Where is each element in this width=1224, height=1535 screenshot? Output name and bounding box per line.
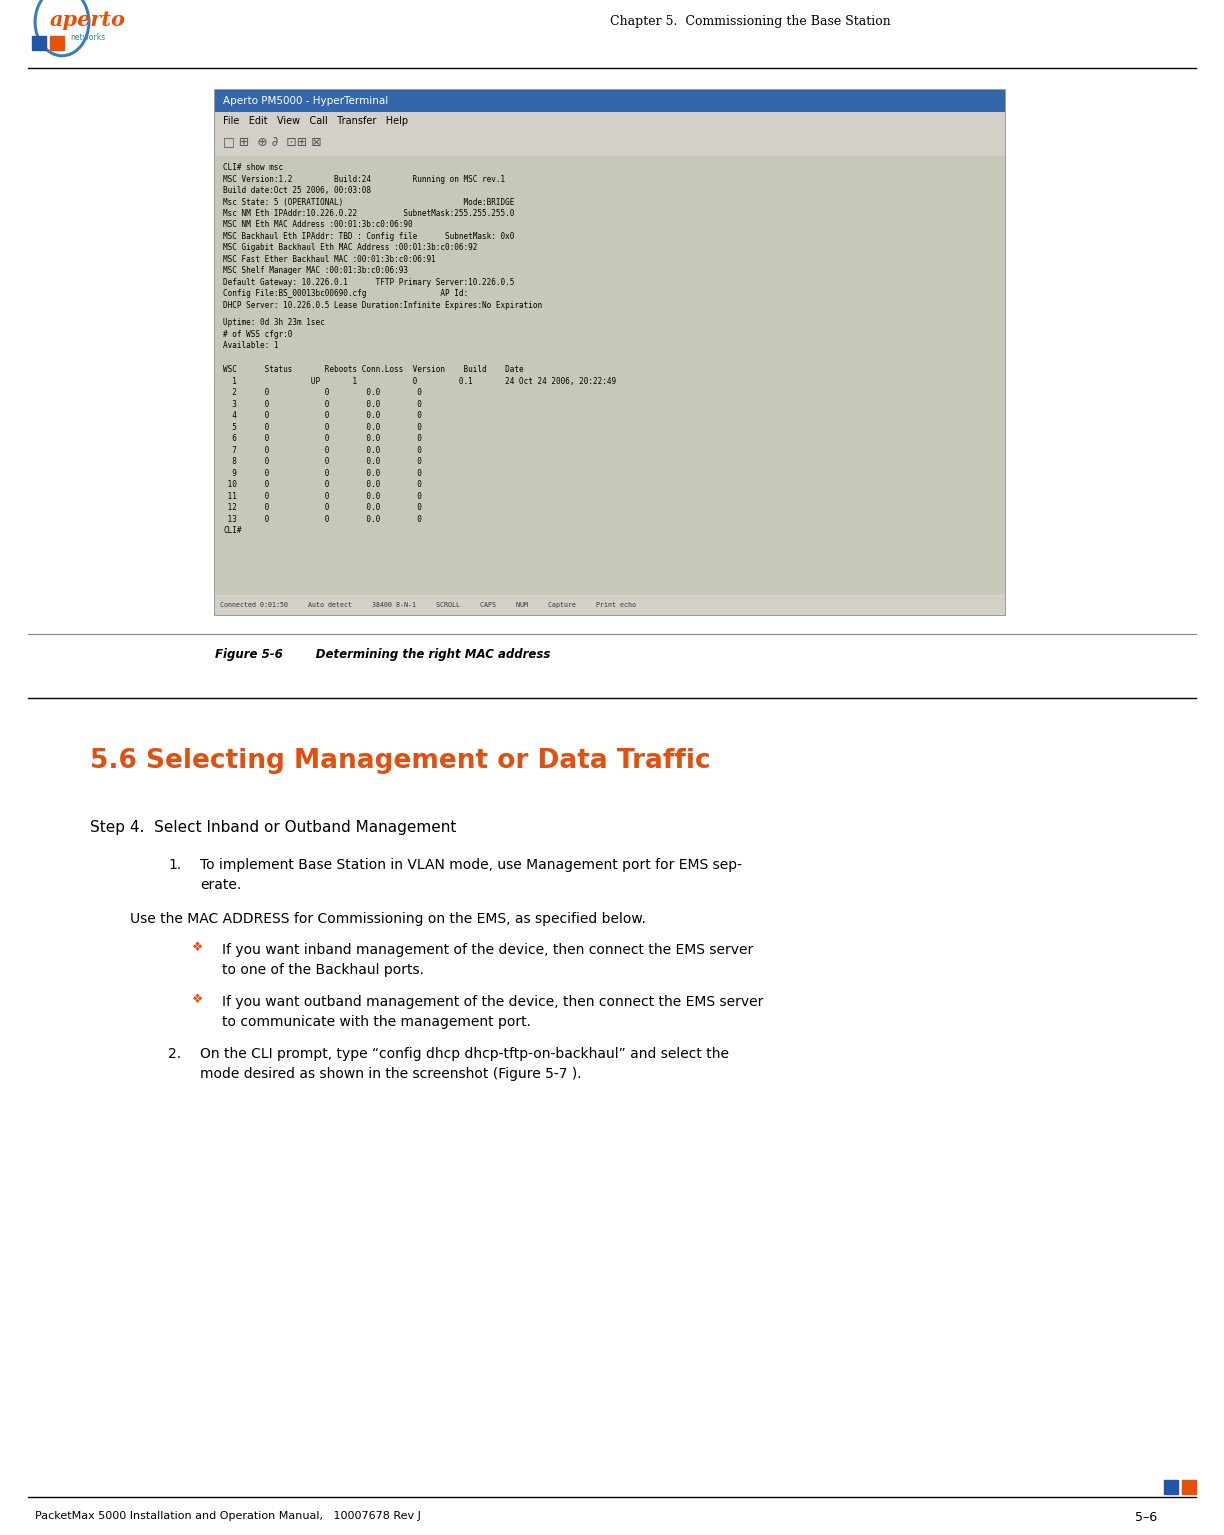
Text: 5–6: 5–6 (1135, 1510, 1157, 1524)
Text: 13      0            0        0.0        0: 13 0 0 0.0 0 (223, 516, 422, 523)
Text: CLI#: CLI# (223, 527, 241, 536)
Text: To implement Base Station in VLAN mode, use Management port for EMS sep-: To implement Base Station in VLAN mode, … (200, 858, 742, 872)
Text: 9      0            0        0.0        0: 9 0 0 0.0 0 (223, 470, 422, 477)
Text: networks: networks (70, 34, 105, 43)
Text: 2.: 2. (168, 1047, 181, 1061)
Text: Build date:Oct 25 2006, 00:03:08: Build date:Oct 25 2006, 00:03:08 (223, 186, 371, 195)
Bar (215, 596, 1005, 616)
Text: 5.6 Selecting Management or Data Traffic: 5.6 Selecting Management or Data Traffic (91, 748, 711, 774)
Bar (1182, 1480, 1196, 1494)
Bar (215, 91, 1005, 112)
Text: MSC Gigabit Backhaul Eth MAC Address :00:01:3b:c0:06:92: MSC Gigabit Backhaul Eth MAC Address :00… (223, 244, 477, 252)
Text: 2      0            0        0.0        0: 2 0 0 0.0 0 (223, 388, 422, 398)
Text: ❖: ❖ (192, 993, 203, 1005)
Text: 1.: 1. (168, 858, 181, 872)
Text: Step 4.  Select Inband or Outband Management: Step 4. Select Inband or Outband Managem… (91, 820, 457, 835)
Text: mode desired as shown in the screenshot (Figure 5-7 ).: mode desired as shown in the screenshot … (200, 1067, 581, 1081)
Text: 11      0            0        0.0        0: 11 0 0 0.0 0 (223, 493, 422, 500)
Bar (215, 157, 1005, 596)
Text: PacketMax 5000 Installation and Operation Manual,   10007678 Rev J: PacketMax 5000 Installation and Operatio… (35, 1510, 421, 1521)
Bar (32, 35, 47, 51)
Text: Connected 0:01:50     Auto detect     38400 8-N-1     SCROLL     CAPS     NUM   : Connected 0:01:50 Auto detect 38400 8-N-… (220, 602, 636, 608)
Text: CLI# show msc: CLI# show msc (223, 163, 283, 172)
Text: 8      0            0        0.0        0: 8 0 0 0.0 0 (223, 457, 422, 467)
Text: to communicate with the management port.: to communicate with the management port. (222, 1015, 531, 1028)
Text: Use the MAC ADDRESS for Commissioning on the EMS, as specified below.: Use the MAC ADDRESS for Commissioning on… (130, 912, 646, 926)
Text: aperto: aperto (50, 11, 126, 31)
Bar (215, 91, 1005, 616)
Text: 6      0            0        0.0        0: 6 0 0 0.0 0 (223, 434, 422, 444)
Text: DHCP Server: 10.226.0.5 Lease Duration:Infinite Expires:No Expiration: DHCP Server: 10.226.0.5 Lease Duration:I… (223, 301, 542, 310)
Text: erate.: erate. (200, 878, 241, 892)
Text: Aperto PM5000 - HyperTerminal: Aperto PM5000 - HyperTerminal (223, 97, 388, 106)
Text: 5      0            0        0.0        0: 5 0 0 0.0 0 (223, 424, 422, 431)
Bar (50, 35, 64, 51)
Text: 1                UP       1            0         0.1       24 Oct 24 2006, 20:22: 1 UP 1 0 0.1 24 Oct 24 2006, 20:22 (223, 378, 616, 385)
Text: □ ⊞  ⊕ ∂  ⊡⊞ ⊠: □ ⊞ ⊕ ∂ ⊡⊞ ⊠ (223, 137, 322, 149)
Text: MSC Version:1.2         Build:24         Running on MSC rev.1: MSC Version:1.2 Build:24 Running on MSC … (223, 175, 506, 184)
Text: On the CLI prompt, type “config dhcp dhcp-tftp-on-backhaul” and select the: On the CLI prompt, type “config dhcp dhc… (200, 1047, 730, 1061)
Text: Config File:BS_00013bc00690.cfg                AP Id:: Config File:BS_00013bc00690.cfg AP Id: (223, 290, 468, 298)
Text: If you want outband management of the device, then connect the EMS server: If you want outband management of the de… (222, 995, 764, 1008)
Bar (215, 112, 1005, 130)
Text: MSC Fast Ether Backhaul MAC :00:01:3b:c0:06:91: MSC Fast Ether Backhaul MAC :00:01:3b:c0… (223, 255, 436, 264)
Text: 10      0            0        0.0        0: 10 0 0 0.0 0 (223, 480, 422, 490)
Text: Default Gateway: 10.226.0.1      TFTP Primary Server:10.226.0.5: Default Gateway: 10.226.0.1 TFTP Primary… (223, 278, 514, 287)
Text: Figure 5-6        Determining the right MAC address: Figure 5-6 Determining the right MAC add… (215, 648, 551, 662)
Bar (1164, 1480, 1177, 1494)
Text: to one of the Backhaul ports.: to one of the Backhaul ports. (222, 962, 424, 976)
Text: # of WSS cfgr:0: # of WSS cfgr:0 (223, 330, 293, 339)
Bar (215, 130, 1005, 157)
Text: 12      0            0        0.0        0: 12 0 0 0.0 0 (223, 503, 422, 513)
Text: 4      0            0        0.0        0: 4 0 0 0.0 0 (223, 411, 422, 421)
Text: MSC NM Eth MAC Address :00:01:3b:c0:06:90: MSC NM Eth MAC Address :00:01:3b:c0:06:9… (223, 221, 412, 230)
Text: 3      0            0        0.0        0: 3 0 0 0.0 0 (223, 401, 422, 408)
Text: File   Edit   View   Call   Transfer   Help: File Edit View Call Transfer Help (223, 117, 408, 126)
Text: Msc NM Eth IPAddr:10.226.0.22          SubnetMask:255.255.255.0: Msc NM Eth IPAddr:10.226.0.22 SubnetMask… (223, 209, 514, 218)
Text: Available: 1: Available: 1 (223, 341, 279, 350)
Text: MSC Backhaul Eth IPAddr: TBD : Config file      SubnetMask: 0x0: MSC Backhaul Eth IPAddr: TBD : Config fi… (223, 232, 514, 241)
Text: 7      0            0        0.0        0: 7 0 0 0.0 0 (223, 447, 422, 454)
Text: If you want inband management of the device, then connect the EMS server: If you want inband management of the dev… (222, 942, 753, 956)
Text: WSC      Status       Reboots Conn.Loss  Version    Build    Date: WSC Status Reboots Conn.Loss Version Bui… (223, 365, 524, 375)
Text: MSC Shelf Manager MAC :00:01:3b:c0:06:93: MSC Shelf Manager MAC :00:01:3b:c0:06:93 (223, 267, 408, 275)
Text: Uptime: 0d 3h 23m 1sec: Uptime: 0d 3h 23m 1sec (223, 318, 324, 327)
Text: ❖: ❖ (192, 941, 203, 953)
Text: Chapter 5.  Commissioning the Base Station: Chapter 5. Commissioning the Base Statio… (610, 15, 890, 29)
Text: Msc State: 5 (OPERATIONAL)                          Mode:BRIDGE: Msc State: 5 (OPERATIONAL) Mode:BRIDGE (223, 198, 514, 207)
